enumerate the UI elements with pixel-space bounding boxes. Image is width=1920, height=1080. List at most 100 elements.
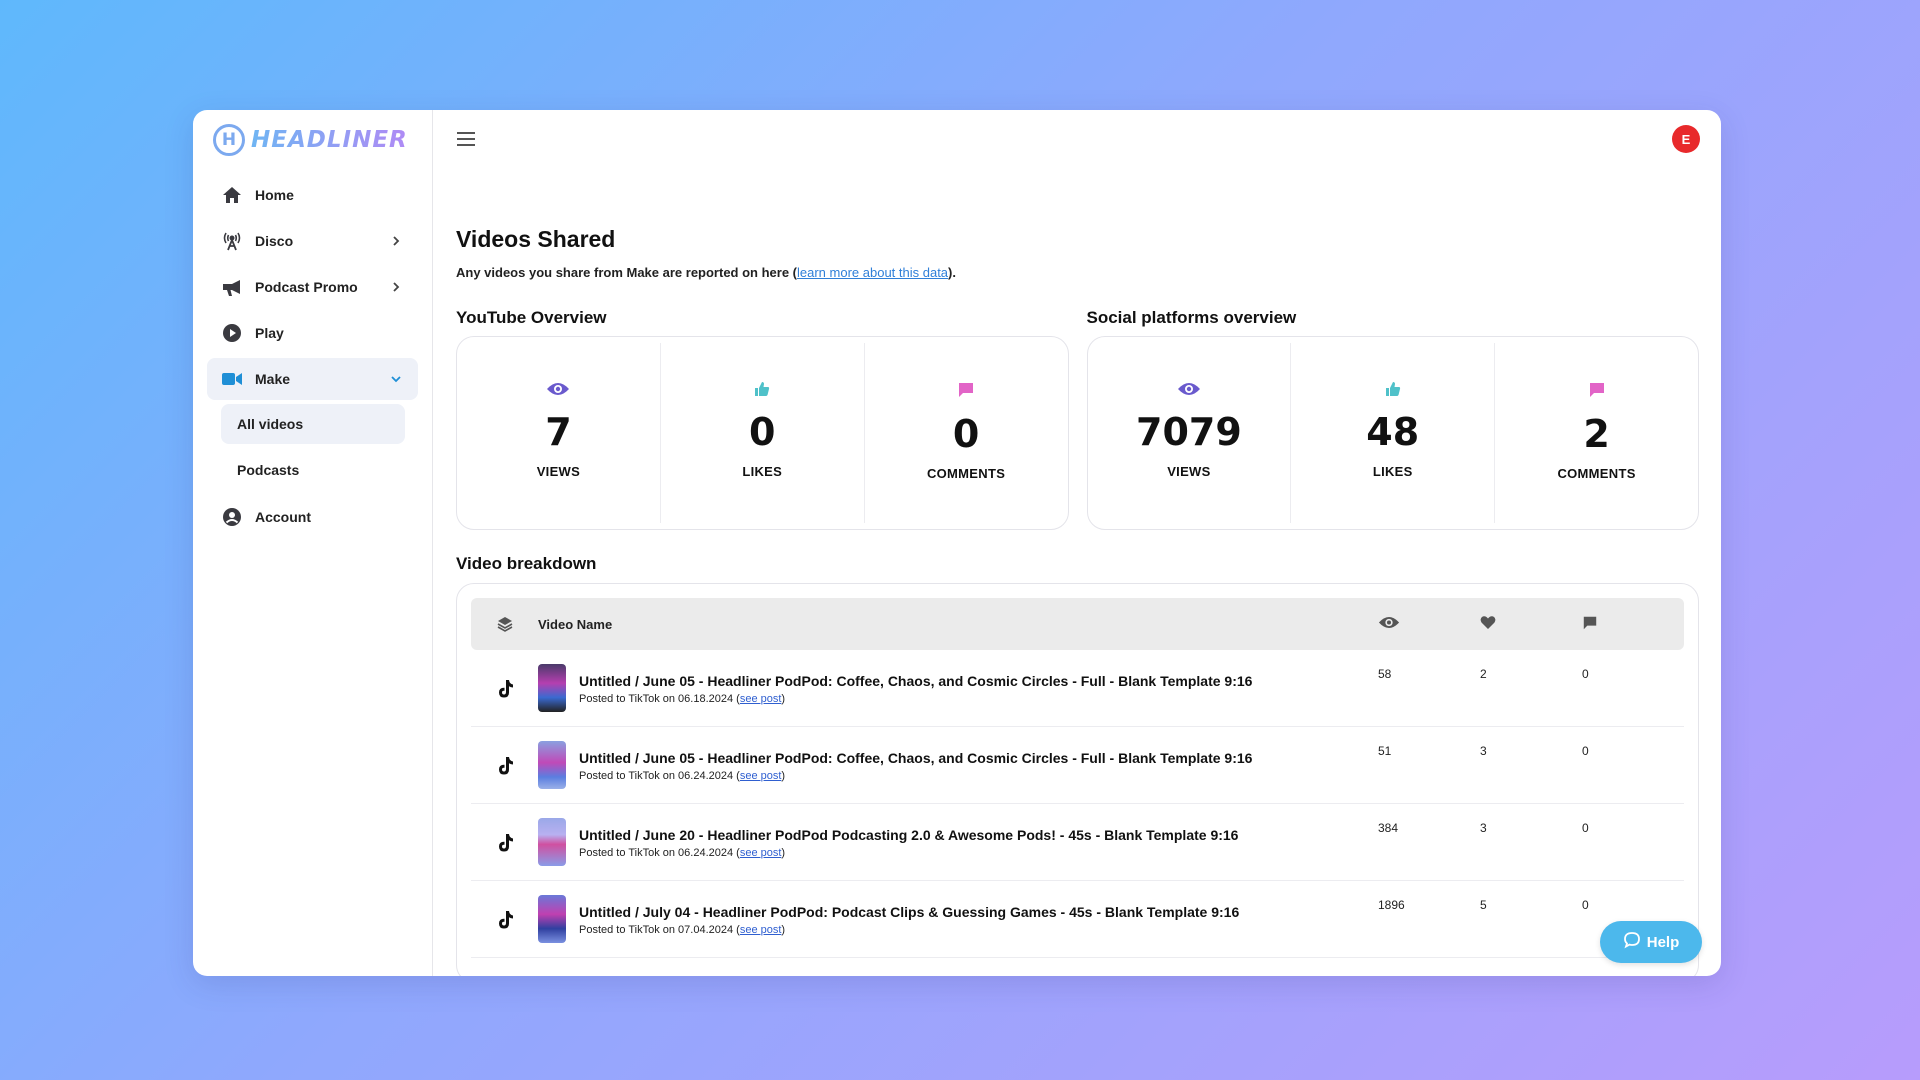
social-overview-title: Social platforms overview (1086, 308, 1297, 327)
youtube-views-label: VIEWS (536, 464, 581, 479)
youtube-views-value: 7 (545, 410, 572, 454)
hamburger-menu-icon[interactable] (456, 127, 480, 151)
sidebar-item-label: Play (255, 325, 284, 341)
sidebar-subitem-podcasts[interactable]: Podcasts (237, 462, 300, 478)
youtube-likes-stat: 0 LIKES (661, 343, 865, 523)
row-comments: 0 (1582, 898, 1589, 912)
column-header-video-name[interactable]: Video Name (538, 616, 613, 632)
posted-info: Posted to TikTok on 06.24.2024 (see post… (579, 770, 1378, 782)
video-info: Untitled / June 20 - Headliner PodPod Po… (579, 804, 1378, 859)
row-likes: 5 (1480, 898, 1487, 912)
posted-text: Posted to TikTok on 06.24.2024 ( (579, 770, 740, 782)
posted-info: Posted to TikTok on 07.04.2024 (see post… (579, 924, 1378, 936)
top-bar: E (456, 110, 1700, 168)
sidebar-item-label: Account (255, 509, 311, 525)
video-name: Untitled / June 20 - Headliner PodPod Po… (579, 827, 1239, 843)
overview-section: YouTube Overview 7 VIEWS 0 LIKES 0 (456, 308, 1699, 530)
user-circle-icon (221, 506, 243, 528)
see-post-link[interactable]: see post (739, 770, 782, 782)
broadcast-icon (221, 230, 243, 252)
comment-icon (1588, 381, 1606, 404)
chat-bubble-icon (1623, 931, 1641, 953)
see-post-link[interactable]: see post (739, 847, 782, 859)
heart-icon (1480, 615, 1496, 633)
video-info: Untitled / June 05 - Headliner PodPod: C… (579, 727, 1378, 782)
help-label: Help (1646, 933, 1680, 951)
social-views-label: VIEWS (1167, 464, 1211, 479)
chevron-right-icon (388, 279, 404, 295)
social-views-stat: 7079 VIEWS (1088, 343, 1292, 523)
subtitle-suffix: ). (948, 265, 956, 280)
tiktok-icon (471, 881, 538, 958)
social-overview-card: 7079 VIEWS 48 LIKES 2 COMMENTS (1086, 336, 1699, 530)
social-overview: Social platforms overview 7079 VIEWS 48 … (1086, 308, 1699, 530)
posted-close: ) (781, 924, 786, 936)
table-row[interactable]: Untitled / June 05 - Headliner PodPod: C… (471, 727, 1684, 804)
sidebar-item-label: Make (255, 371, 291, 387)
tiktok-icon (471, 650, 538, 727)
page-subtitle: Any videos you share from Make are repor… (456, 265, 1699, 280)
sidebar-item-label: Home (255, 187, 294, 203)
video-thumbnail[interactable] (538, 818, 566, 866)
social-likes-stat: 48 LIKES (1291, 343, 1496, 523)
app-window: H HEADLINER Home Disco Podcast Promo (193, 110, 1721, 976)
sidebar-item-disco[interactable]: Disco (207, 220, 418, 262)
youtube-overview-title: YouTube Overview (456, 308, 607, 327)
logo[interactable]: H HEADLINER (207, 122, 418, 158)
video-name: Untitled / June 05 - Headliner PodPod: C… (579, 673, 1253, 689)
subtitle-text: Any videos you share from Make are repor… (456, 265, 797, 280)
video-thumbnail[interactable] (538, 664, 566, 712)
table-row[interactable]: Untitled / July 04 - Headliner PodPod: P… (471, 881, 1684, 958)
posted-close: ) (781, 693, 786, 705)
layers-icon (471, 616, 538, 632)
posted-text: Posted to TikTok on 06.18.2024 ( (579, 693, 740, 705)
posted-close: ) (781, 770, 786, 782)
row-views: 51 (1378, 744, 1392, 758)
eye-icon (546, 381, 570, 402)
help-button[interactable]: Help (1600, 921, 1702, 963)
row-comments: 0 (1582, 821, 1589, 835)
thumbs-up-icon (1385, 381, 1401, 402)
eye-icon (1378, 615, 1400, 633)
youtube-views-stat: 7 VIEWS (457, 343, 661, 523)
row-likes: 2 (1480, 667, 1487, 681)
video-name: Untitled / June 05 - Headliner PodPod: C… (579, 750, 1253, 766)
video-info: Untitled / June 05 - Headliner PodPod: C… (579, 650, 1378, 705)
sidebar-item-play[interactable]: Play (207, 312, 418, 354)
learn-more-link[interactable]: learn more about this data (797, 265, 949, 280)
social-comments-label: COMMENTS (1557, 466, 1636, 481)
table-row[interactable]: Untitled / June 20 - Headliner PodPod Po… (471, 804, 1684, 881)
eye-icon (1177, 381, 1201, 402)
column-header-comments[interactable] (1582, 615, 1684, 634)
sidebar-item-label: Disco (255, 233, 294, 249)
logo-text: HEADLINER (251, 127, 408, 153)
sidebar-item-make[interactable]: Make (207, 358, 418, 400)
video-thumbnail[interactable] (538, 895, 566, 943)
main-content: E Videos Shared Any videos you share fro… (433, 110, 1721, 976)
youtube-comments-value: 0 (952, 412, 980, 456)
sidebar-item-account[interactable]: Account (207, 496, 418, 538)
youtube-comments-stat: 0 COMMENTS (865, 343, 1068, 523)
see-post-link[interactable]: see post (739, 693, 782, 705)
see-post-link[interactable]: see post (739, 924, 782, 936)
chevron-down-icon (388, 371, 404, 387)
avatar[interactable]: E (1672, 125, 1700, 153)
youtube-likes-value: 0 (749, 410, 776, 454)
social-likes-value: 48 (1366, 410, 1420, 454)
table-row[interactable]: Untitled / June 05 - Headliner PodPod: C… (471, 650, 1684, 727)
video-thumbnail[interactable] (538, 741, 566, 789)
column-header-views[interactable] (1378, 615, 1480, 633)
posted-close: ) (781, 847, 786, 859)
comment-icon (1582, 615, 1598, 634)
row-views: 58 (1378, 667, 1392, 681)
sidebar-item-home[interactable]: Home (207, 174, 418, 216)
comment-icon (957, 381, 975, 404)
sidebar-item-podcast-promo[interactable]: Podcast Promo (207, 266, 418, 308)
sidebar-subitem-all-videos[interactable]: All videos (221, 404, 405, 444)
tiktok-icon (471, 804, 538, 881)
home-icon (221, 184, 243, 206)
row-views: 1896 (1378, 898, 1405, 912)
page-title: Videos Shared (456, 226, 616, 252)
youtube-overview-card: 7 VIEWS 0 LIKES 0 COMMENTS (456, 336, 1069, 530)
column-header-likes[interactable] (1480, 615, 1582, 633)
